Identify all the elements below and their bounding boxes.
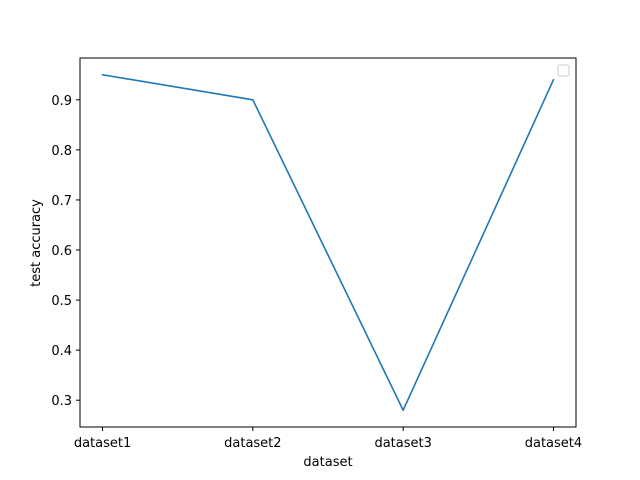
y-tick-label: 0.7	[51, 194, 72, 209]
x-axis-label: dataset	[303, 455, 352, 470]
y-tick-label: 0.8	[51, 144, 72, 159]
y-axis-label: test accuracy	[29, 199, 44, 287]
plot-area	[79, 57, 577, 428]
y-tick-label: 0.9	[51, 94, 72, 109]
x-tick-label: dataset4	[525, 436, 582, 451]
x-axis: dataset1 dataset2 dataset3 dataset4	[74, 427, 582, 451]
y-tick-label: 0.5	[51, 294, 72, 309]
x-tick-label: dataset1	[74, 436, 131, 451]
series-line	[101, 73, 555, 412]
series-layer	[101, 73, 555, 412]
legend-box	[557, 64, 570, 77]
y-tick-label: 0.4	[51, 344, 72, 359]
y-axis: 0.3 0.4 0.5 0.6 0.7 0.8 0.9	[51, 94, 80, 409]
y-tick-label: 0.6	[51, 244, 72, 259]
y-tick-label: 0.3	[51, 394, 72, 409]
plot-frame	[79, 57, 577, 428]
x-tick-label: dataset2	[224, 436, 281, 451]
x-tick-label: dataset3	[374, 436, 431, 451]
